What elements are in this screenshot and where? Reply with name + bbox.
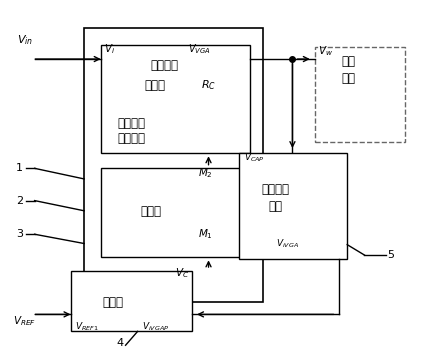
Text: 放大模块: 放大模块 <box>117 132 146 145</box>
Text: 5: 5 <box>387 250 394 260</box>
Bar <box>315 47 405 142</box>
Bar <box>84 28 263 302</box>
Text: $V_{CAP}$: $V_{CAP}$ <box>244 152 264 164</box>
Text: $V_{VGA}$: $V_{VGA}$ <box>188 42 210 56</box>
Bar <box>71 271 192 331</box>
Text: 电路: 电路 <box>341 72 356 85</box>
Text: 1: 1 <box>16 163 23 173</box>
Bar <box>102 169 250 257</box>
Text: 运算放大: 运算放大 <box>150 59 178 73</box>
Text: 峰値检测: 峰値检测 <box>261 183 289 196</box>
Text: $V_{REF1}$: $V_{REF1}$ <box>75 321 98 333</box>
Text: 外围: 外围 <box>341 55 356 68</box>
Text: $V_i$: $V_i$ <box>104 42 116 56</box>
Text: $R_C$: $R_C$ <box>201 78 216 92</box>
Text: $V_{iVGAP}$: $V_{iVGAP}$ <box>143 321 170 333</box>
Bar <box>239 153 347 258</box>
Text: 2: 2 <box>16 196 23 206</box>
Text: $V_{REF}$: $V_{REF}$ <box>13 314 36 328</box>
Text: $V_w$: $V_w$ <box>318 45 333 58</box>
Text: 忆阻器: 忆阻器 <box>140 205 161 218</box>
Text: 4: 4 <box>117 338 124 348</box>
Bar <box>102 45 250 153</box>
Text: 3: 3 <box>16 229 23 239</box>
Text: $M_1$: $M_1$ <box>198 227 213 241</box>
Text: 可变增益: 可变增益 <box>117 117 146 130</box>
Text: $V_C$: $V_C$ <box>175 266 189 280</box>
Text: 比较器: 比较器 <box>103 296 124 309</box>
Text: $V_{iVGA}$: $V_{iVGA}$ <box>276 238 299 250</box>
Text: 器电路: 器电路 <box>145 79 166 92</box>
Text: $M_2$: $M_2$ <box>198 166 213 180</box>
Text: $V_{in}$: $V_{in}$ <box>17 33 33 47</box>
Text: 模块: 模块 <box>268 200 282 213</box>
